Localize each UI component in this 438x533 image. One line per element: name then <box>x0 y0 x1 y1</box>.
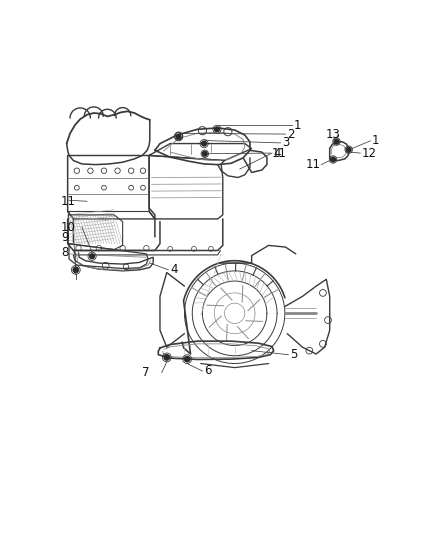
Circle shape <box>90 254 95 259</box>
Text: 12: 12 <box>362 147 377 159</box>
Circle shape <box>202 151 207 156</box>
Text: 2: 2 <box>287 127 295 141</box>
Text: 5: 5 <box>290 348 297 361</box>
Circle shape <box>215 127 219 132</box>
Text: 11: 11 <box>61 195 76 208</box>
Text: 13: 13 <box>326 127 340 141</box>
Text: 10: 10 <box>61 221 76 234</box>
Text: 3: 3 <box>282 136 290 149</box>
Circle shape <box>346 147 351 152</box>
Circle shape <box>331 157 336 162</box>
Circle shape <box>73 267 78 272</box>
Circle shape <box>176 134 181 139</box>
Text: 4: 4 <box>170 263 178 276</box>
Text: 8: 8 <box>61 246 68 260</box>
Text: 9: 9 <box>61 231 68 244</box>
Text: 1: 1 <box>294 119 301 132</box>
Text: 11: 11 <box>272 147 287 159</box>
Circle shape <box>164 354 170 360</box>
Text: 4: 4 <box>274 147 281 160</box>
Circle shape <box>334 139 339 144</box>
Text: 11: 11 <box>305 158 320 171</box>
Text: 6: 6 <box>204 365 212 377</box>
Text: 7: 7 <box>142 366 150 379</box>
Text: 1: 1 <box>372 134 380 147</box>
Circle shape <box>184 357 190 362</box>
Circle shape <box>202 141 206 146</box>
